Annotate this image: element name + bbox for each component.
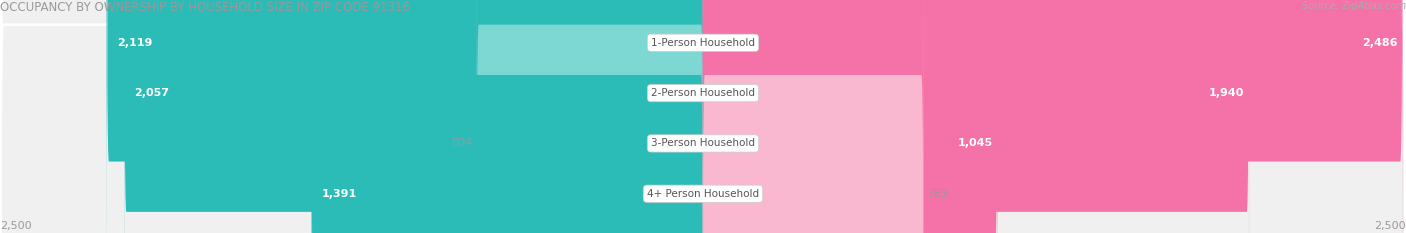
Text: 2,486: 2,486 bbox=[1362, 38, 1398, 48]
Text: 1,391: 1,391 bbox=[322, 189, 357, 199]
FancyBboxPatch shape bbox=[703, 0, 1249, 233]
Text: 804: 804 bbox=[451, 138, 472, 148]
Text: 1,940: 1,940 bbox=[1209, 88, 1244, 98]
Text: 1,045: 1,045 bbox=[957, 138, 993, 148]
Text: 783: 783 bbox=[928, 189, 949, 199]
FancyBboxPatch shape bbox=[703, 0, 1403, 233]
FancyBboxPatch shape bbox=[477, 0, 703, 233]
Text: Source: ZipAtlas.com: Source: ZipAtlas.com bbox=[1302, 1, 1406, 11]
Text: 2,500: 2,500 bbox=[1375, 221, 1406, 231]
Text: 2,057: 2,057 bbox=[135, 88, 169, 98]
Text: 2,119: 2,119 bbox=[117, 38, 152, 48]
Text: 3-Person Household: 3-Person Household bbox=[651, 138, 755, 148]
Text: 2-Person Household: 2-Person Household bbox=[651, 88, 755, 98]
FancyBboxPatch shape bbox=[703, 0, 924, 233]
FancyBboxPatch shape bbox=[124, 0, 703, 233]
FancyBboxPatch shape bbox=[107, 0, 703, 233]
Text: 2,500: 2,500 bbox=[0, 221, 31, 231]
FancyBboxPatch shape bbox=[703, 0, 997, 233]
FancyBboxPatch shape bbox=[311, 0, 703, 233]
Text: 4+ Person Household: 4+ Person Household bbox=[647, 189, 759, 199]
Text: OCCUPANCY BY OWNERSHIP BY HOUSEHOLD SIZE IN ZIP CODE 91316: OCCUPANCY BY OWNERSHIP BY HOUSEHOLD SIZE… bbox=[0, 1, 411, 14]
Text: 1-Person Household: 1-Person Household bbox=[651, 38, 755, 48]
